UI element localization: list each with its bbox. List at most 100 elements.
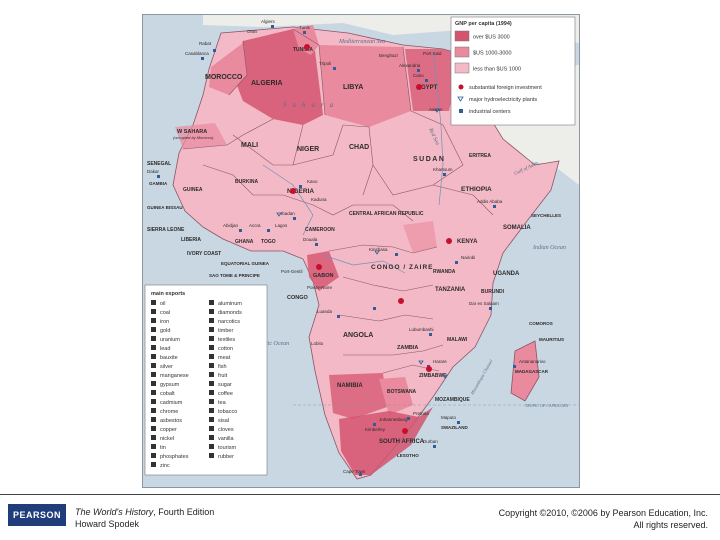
country-tunisia: TUNISIA — [293, 47, 313, 53]
legend-industrial: industrial centers — [469, 109, 511, 115]
exports-key: main exports oil coal iron gold uranium lead b… — [144, 284, 268, 476]
country-ivory-coast: IVORY COAST — [187, 251, 221, 257]
export-label: fruit — [218, 373, 228, 379]
city-cape-town: Cape Town — [343, 469, 366, 474]
export-symbol-icon — [209, 435, 214, 440]
city-khartoum: Khartoum — [433, 167, 453, 172]
export-symbol-icon — [151, 390, 156, 395]
country-uganda: UGANDA — [493, 271, 520, 277]
export-label: cloves — [218, 427, 234, 433]
city-oran: Oran — [247, 29, 258, 34]
region-morocco — [209, 43, 247, 95]
export-label: diamonds — [218, 310, 242, 316]
copyright: Copyright ©2010, ©2006 by Pearson Educat… — [499, 507, 708, 531]
export-symbol-icon — [151, 399, 156, 404]
copyright-line1: Copyright ©2010, ©2006 by Pearson Educat… — [498, 508, 708, 518]
city-dakar: Dakar — [147, 169, 160, 174]
city-pointe-noire: Pointe-Noire — [307, 285, 333, 290]
city-harare: Harare — [433, 359, 447, 364]
export-symbol-icon — [209, 408, 214, 413]
gnp-legend-title: GNP per capita (1994) — [455, 21, 512, 27]
export-label: cobalt — [160, 391, 175, 397]
country-guinea-bissau: GUINEA BISSAU — [147, 205, 183, 210]
city-kano: Kano — [307, 179, 318, 184]
export-symbol-icon — [209, 327, 214, 332]
export-symbol-icon — [151, 363, 156, 368]
region-kenya — [403, 221, 437, 253]
country-morocco: MOROCCO — [205, 74, 243, 81]
export-symbol-icon — [151, 435, 156, 440]
country-eritrea: ERITREA — [469, 153, 491, 159]
city-maputo: Maputo — [441, 415, 457, 420]
country-senegal: SENEGAL — [147, 161, 171, 167]
export-symbol-icon — [151, 426, 156, 431]
export-symbol-icon — [209, 345, 214, 350]
city-kimberley: Kimberley — [365, 427, 386, 432]
country-togo: TOGO — [261, 239, 276, 245]
export-symbol-icon — [209, 453, 214, 458]
region-algeria — [233, 29, 323, 125]
country-burkina: BURKINA — [235, 179, 258, 185]
export-label: uranium — [160, 337, 180, 343]
country-zimbabwe: ZIMBABWE — [419, 373, 447, 379]
hydroelectric-markers — [276, 108, 448, 379]
export-label: aluminum — [218, 301, 242, 307]
city-dar-es-salaam: Dar es Salaam — [469, 301, 499, 306]
country-nigeria: NIGERIA — [287, 188, 314, 195]
legend-foreign-investment: substantial foreign investment — [469, 85, 542, 91]
export-symbol-icon — [151, 453, 156, 458]
city-pretoria: Pretoria — [413, 411, 429, 416]
export-label: chrome — [160, 409, 178, 415]
export-label: iron — [160, 319, 169, 325]
city-casablanca: Casablanca — [185, 51, 209, 56]
export-symbol-icon — [209, 390, 214, 395]
export-symbol-icon — [209, 372, 214, 377]
export-symbol-icon — [151, 309, 156, 314]
city-port-said: Port Said — [423, 51, 442, 56]
footer-divider — [0, 494, 720, 495]
city-tunis: Tunis — [299, 25, 311, 30]
export-symbol-icon — [209, 417, 214, 422]
export-label: tin — [160, 445, 166, 451]
region-gabon — [307, 251, 339, 291]
city-alexandria: Alexandria — [399, 63, 421, 68]
city-antananarivo: Antananarivo — [519, 359, 546, 364]
desert-sahara: Sahara — [283, 101, 339, 109]
export-label: vanilla — [218, 436, 235, 442]
region-madagascar — [511, 341, 539, 401]
export-label: gypsum — [160, 382, 180, 388]
region-south-africa — [339, 407, 433, 475]
country-botswana: BOTSWANA — [387, 389, 417, 395]
export-label: timber — [218, 328, 233, 334]
country-seychelles: SEYCHELLES — [531, 213, 561, 218]
export-label: fish — [218, 364, 227, 370]
country-malawi: MALAWI — [447, 337, 468, 343]
city-douala: Douala — [303, 237, 318, 242]
city-accra: Accra — [249, 223, 261, 228]
export-label: silver — [160, 364, 173, 370]
country-namibia: NAMIBIA — [337, 383, 363, 389]
city-algiers: Algiers — [261, 19, 276, 24]
book-author: Howard Spodek — [75, 519, 140, 529]
tropic-capricorn: TROPIC OF CAPRICORN — [525, 403, 569, 408]
gnp-swatch — [454, 62, 470, 74]
region-libya — [319, 45, 411, 127]
export-label: narcotics — [218, 319, 240, 325]
country-gambia: GAMBIA — [149, 181, 168, 186]
country-madagascar: MADAGASCAR — [515, 369, 549, 374]
country-sudan: SUDAN — [413, 156, 445, 163]
country-tanzania: TANZANIA — [435, 287, 466, 293]
country-swaziland: SWAZILAND — [441, 425, 468, 430]
export-symbol-icon — [151, 462, 156, 467]
export-symbol-icon — [209, 399, 214, 404]
city-aswan: Aswan — [429, 107, 443, 112]
export-symbol-icon — [209, 426, 214, 431]
export-label: tourism — [218, 445, 236, 451]
export-symbol-icon — [209, 309, 214, 314]
book-title-text: The World's History — [75, 507, 154, 517]
export-symbol-icon — [209, 300, 214, 305]
city-lagos: Lagos — [275, 223, 288, 228]
city-rabat: Rabat — [199, 41, 212, 46]
export-label: coal — [160, 310, 170, 316]
country-liberia: LIBERIA — [181, 237, 201, 243]
